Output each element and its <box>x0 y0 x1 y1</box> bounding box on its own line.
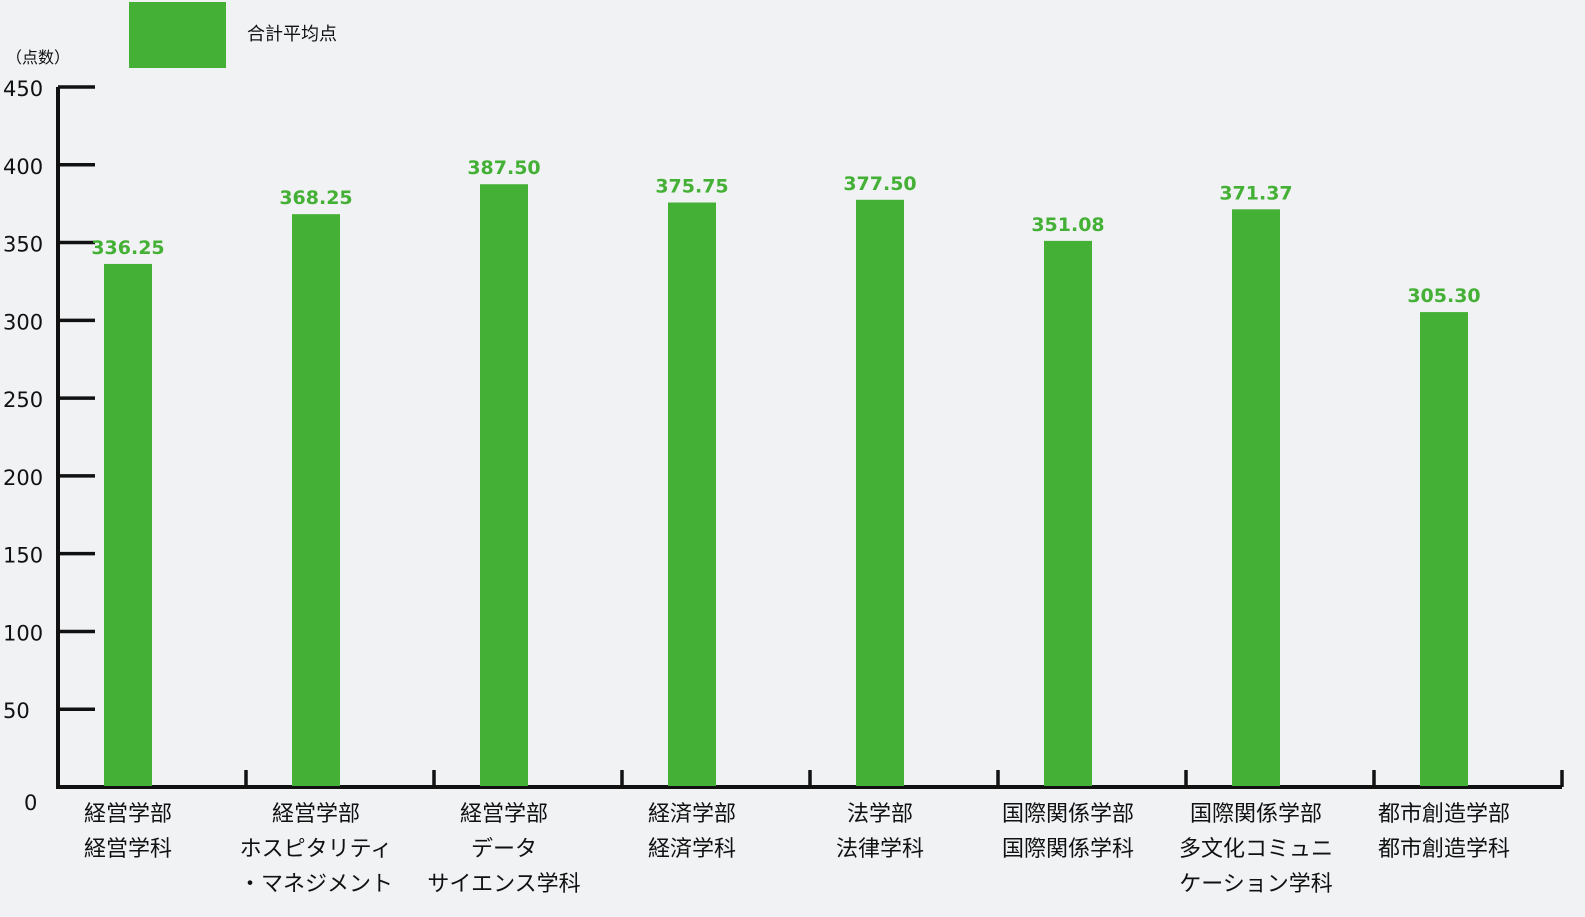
x-tick-label: データ <box>471 837 537 862</box>
x-tick-label: 経営学部 <box>460 802 548 827</box>
bar <box>1044 240 1092 786</box>
x-tick-label: 経営学部 <box>272 802 360 827</box>
bar <box>480 184 528 786</box>
x-tick-label: 経済学科 <box>648 837 736 862</box>
data-label: 305.30 <box>1407 285 1480 307</box>
bar <box>856 199 904 786</box>
x-tick-label: 国際関係学部 <box>1190 802 1322 827</box>
y-tick-label: 150 <box>3 544 43 568</box>
y-tick-label: 250 <box>3 388 43 412</box>
data-label: 375.75 <box>655 176 728 198</box>
y-tick-label: 100 <box>3 621 43 645</box>
x-tick-label: 法学部 <box>847 802 913 827</box>
x-tick-label: 多文化コミュニ <box>1179 837 1333 862</box>
y-tick-label: 0 <box>24 791 37 815</box>
y-unit-label: （点数） <box>6 48 70 67</box>
data-label: 387.50 <box>467 157 540 179</box>
bar <box>292 214 340 786</box>
y-tick-label: 300 <box>3 310 43 334</box>
x-tick-label: 法律学科 <box>836 837 924 862</box>
y-tick-label: 450 <box>3 77 43 101</box>
data-label: 351.08 <box>1031 214 1104 236</box>
x-tick-label: 経営学科 <box>84 837 172 862</box>
data-label: 368.25 <box>279 187 352 209</box>
x-tick-label: 経営学部 <box>84 802 172 827</box>
data-label: 371.37 <box>1219 182 1292 204</box>
data-label: 377.50 <box>843 173 916 195</box>
x-tick-label: 都市創造学科 <box>1378 837 1510 862</box>
legend-swatch <box>129 2 226 68</box>
bar <box>1420 312 1468 786</box>
data-label: 336.25 <box>91 237 164 259</box>
x-tick-label: ホスピタリティ <box>240 837 393 862</box>
bar <box>104 263 152 786</box>
legend-label: 合計平均点 <box>247 24 337 45</box>
x-tick-label: ケーション学科 <box>1179 872 1333 897</box>
bar <box>668 202 716 786</box>
x-tick-label: 国際関係学科 <box>1002 837 1134 862</box>
y-tick-label: 350 <box>3 233 43 257</box>
x-tick-label: 国際関係学部 <box>1002 802 1134 827</box>
bar <box>1232 209 1280 786</box>
x-tick-label: サイエンス学科 <box>427 872 580 897</box>
y-tick-label: 400 <box>3 155 43 179</box>
x-tick-label: ・マネジメント <box>239 872 393 897</box>
x-tick-label: 都市創造学部 <box>1378 802 1510 827</box>
y-tick-label: 200 <box>3 466 43 490</box>
x-tick-label: 経済学部 <box>648 802 736 827</box>
y-tick-label: 50 <box>3 699 30 723</box>
